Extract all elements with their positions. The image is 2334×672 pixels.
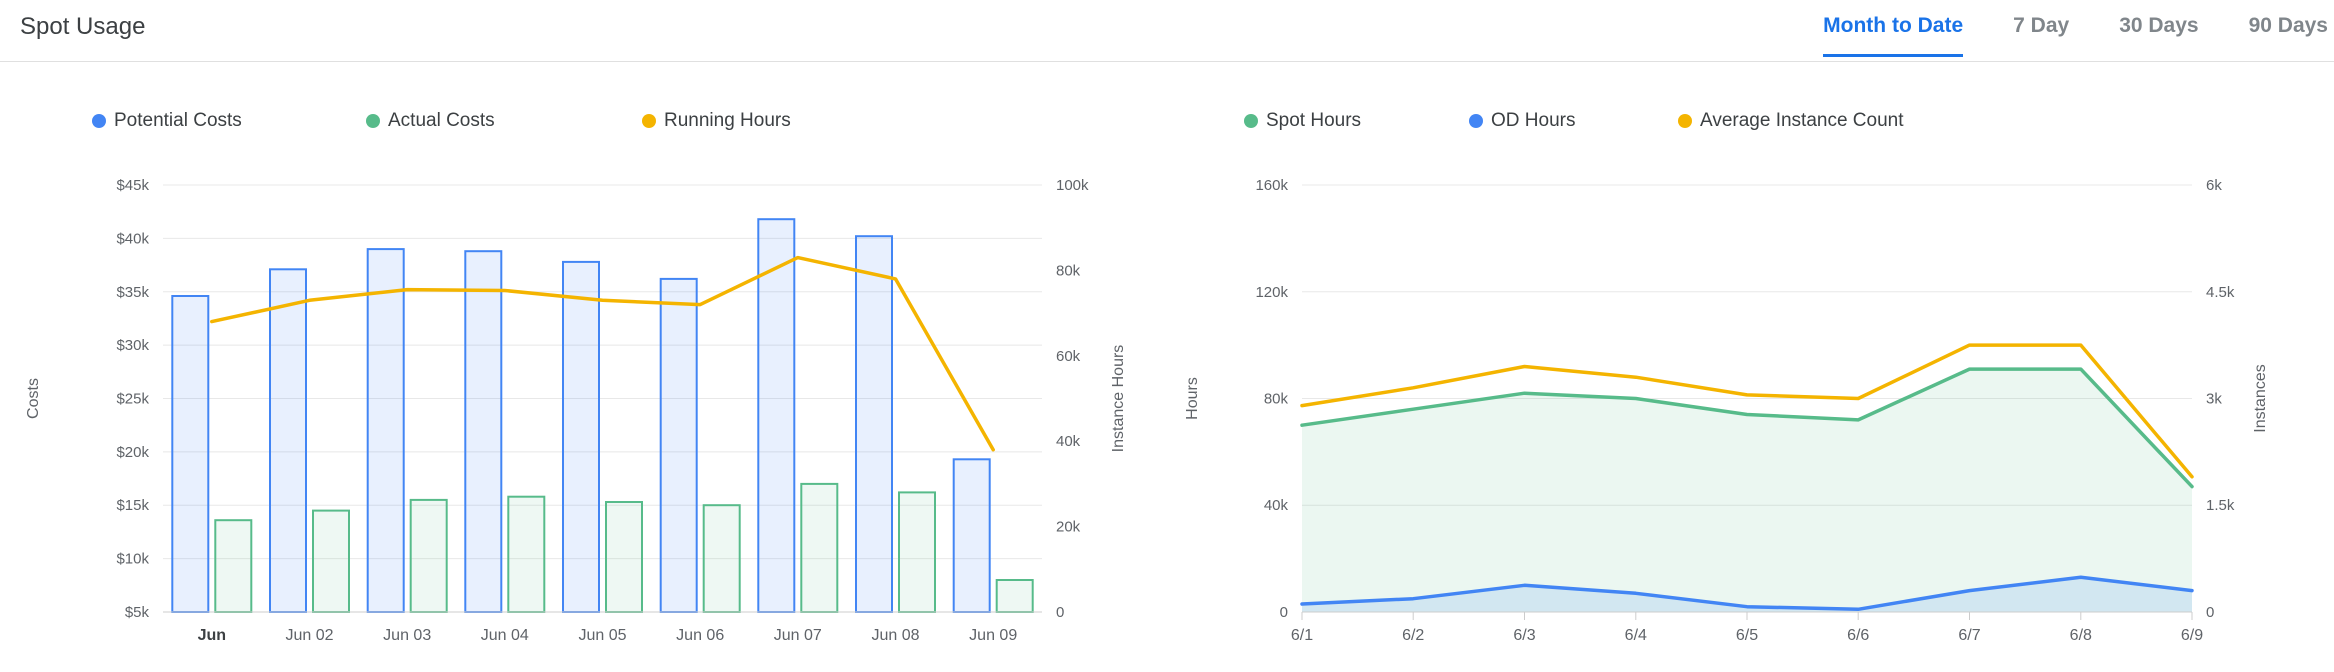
svg-text:6/1: 6/1	[1291, 627, 1313, 644]
svg-text:0: 0	[1056, 604, 1064, 621]
svg-text:6/5: 6/5	[1736, 627, 1758, 644]
svg-text:0: 0	[1280, 604, 1288, 621]
svg-text:6/3: 6/3	[1513, 627, 1535, 644]
svg-text:3k: 3k	[2206, 391, 2222, 408]
svg-text:$5k: $5k	[125, 604, 150, 621]
svg-text:Jun 06: Jun 06	[676, 627, 724, 644]
svg-text:$40k: $40k	[116, 230, 149, 247]
svg-text:6/8: 6/8	[2070, 627, 2092, 644]
svg-text:60k: 60k	[1056, 348, 1081, 365]
svg-text:4.5k: 4.5k	[2206, 284, 2235, 301]
svg-text:$10k: $10k	[116, 551, 149, 568]
svg-text:$20k: $20k	[116, 444, 149, 461]
svg-text:$35k: $35k	[116, 284, 149, 301]
svg-text:Jun 08: Jun 08	[871, 627, 919, 644]
svg-text:6/6: 6/6	[1847, 627, 1869, 644]
svg-text:Costs: Costs	[25, 378, 42, 419]
svg-text:40k: 40k	[1056, 433, 1081, 450]
svg-text:0: 0	[2206, 604, 2214, 621]
svg-text:Jun 04: Jun 04	[481, 627, 529, 644]
svg-text:80k: 80k	[1264, 391, 1289, 408]
svg-text:6k: 6k	[2206, 177, 2222, 194]
svg-text:$15k: $15k	[116, 497, 149, 514]
svg-text:Jun 03: Jun 03	[383, 627, 431, 644]
svg-text:Jun 07: Jun 07	[774, 627, 822, 644]
svg-text:80k: 80k	[1056, 262, 1081, 279]
svg-text:160k: 160k	[1255, 177, 1288, 194]
svg-text:100k: 100k	[1056, 177, 1089, 194]
svg-text:Instance Hours: Instance Hours	[1110, 345, 1127, 453]
svg-text:$45k: $45k	[116, 177, 149, 194]
svg-text:$30k: $30k	[116, 337, 149, 354]
svg-text:6/7: 6/7	[1958, 627, 1980, 644]
svg-text:6/2: 6/2	[1402, 627, 1424, 644]
svg-text:$25k: $25k	[116, 391, 149, 408]
svg-text:Jun 09: Jun 09	[969, 627, 1017, 644]
svg-text:Jun: Jun	[198, 627, 226, 644]
svg-text:20k: 20k	[1056, 519, 1081, 536]
svg-text:120k: 120k	[1255, 284, 1288, 301]
svg-text:6/9: 6/9	[2181, 627, 2203, 644]
svg-text:40k: 40k	[1264, 497, 1289, 514]
svg-text:Jun 05: Jun 05	[578, 627, 626, 644]
svg-text:1.5k: 1.5k	[2206, 497, 2235, 514]
svg-text:Jun 02: Jun 02	[285, 627, 333, 644]
svg-text:Instances: Instances	[2252, 364, 2269, 432]
svg-text:Hours: Hours	[1184, 377, 1201, 420]
svg-text:6/4: 6/4	[1625, 627, 1647, 644]
